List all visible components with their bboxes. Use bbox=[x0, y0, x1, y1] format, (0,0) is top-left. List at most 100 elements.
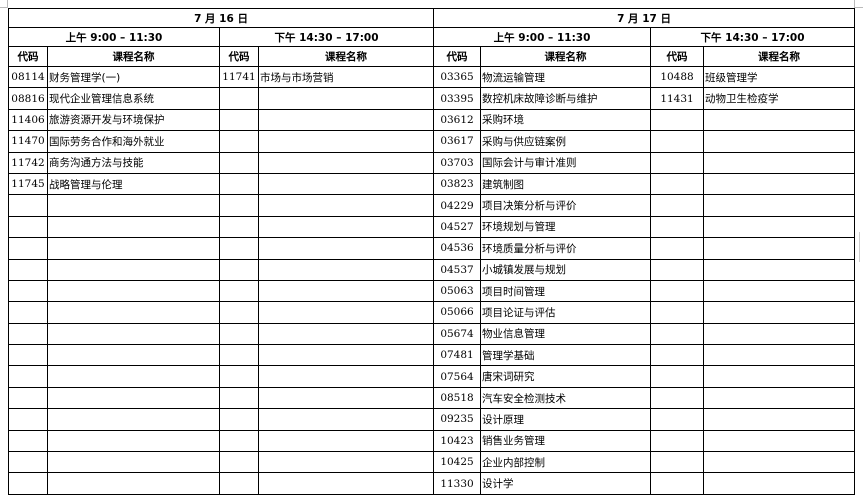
course-code bbox=[219, 365, 259, 388]
course-name bbox=[257, 344, 435, 367]
course-code: 03823 bbox=[433, 172, 482, 196]
course-name bbox=[47, 258, 220, 281]
page-corner-mark bbox=[854, 7, 863, 8]
course-name: 采购与供应链案例 bbox=[480, 130, 652, 153]
course-code: 11745 bbox=[8, 172, 48, 196]
column-header-code: 代码 bbox=[219, 46, 259, 67]
course-name: 班级管理学 bbox=[703, 65, 856, 89]
course-code bbox=[650, 108, 705, 132]
course-name bbox=[257, 151, 435, 174]
course-name bbox=[703, 386, 856, 410]
course-code bbox=[650, 194, 705, 217]
course-code: 03365 bbox=[433, 65, 482, 89]
table-row: 05063 项目时间管理 bbox=[8, 279, 856, 303]
date-header: 7 月 16 日 bbox=[7, 8, 435, 28]
course-name bbox=[47, 301, 220, 324]
table-row: 08114 财务管理学(一) 11741 市场与市场营销 03365 物流运输管理 1048… bbox=[8, 65, 856, 89]
page-corner-mark bbox=[7, 0, 8, 8]
course-name bbox=[257, 237, 435, 260]
course-code: 08816 bbox=[8, 87, 48, 110]
course-name bbox=[257, 258, 435, 281]
table-row: 11406 旅游资源开发与环境保护 03612 采购环境 bbox=[8, 108, 856, 132]
course-name bbox=[703, 215, 856, 239]
course-code: 09235 bbox=[433, 408, 482, 431]
course-code: 11742 bbox=[8, 151, 48, 174]
course-name: 采购环境 bbox=[480, 108, 652, 132]
course-name bbox=[47, 215, 220, 239]
course-code: 11741 bbox=[219, 65, 259, 89]
course-name bbox=[257, 215, 435, 239]
table-row: 08518 汽车安全检测技术 bbox=[8, 386, 856, 410]
course-code: 07481 bbox=[433, 344, 482, 367]
course-code bbox=[8, 301, 48, 324]
page-corner-mark bbox=[854, 0, 855, 8]
table-row: 08816 现代企业管理信息系统 03395 数控机床故障诊断与维护 11431 动物卫生… bbox=[8, 87, 856, 110]
course-code: 08518 bbox=[433, 386, 482, 410]
course-code bbox=[8, 322, 48, 346]
course-name: 小城镇发展与规划 bbox=[480, 258, 652, 281]
course-code: 11431 bbox=[650, 87, 705, 110]
course-code bbox=[650, 365, 705, 388]
course-name: 建筑制图 bbox=[480, 172, 652, 196]
course-name bbox=[703, 408, 856, 431]
course-name bbox=[257, 108, 435, 132]
course-name: 国际会计与审计准则 bbox=[480, 151, 652, 174]
date-header: 7 月 17 日 bbox=[433, 8, 856, 28]
course-code: 10488 bbox=[650, 65, 705, 89]
course-code bbox=[219, 151, 259, 174]
course-code bbox=[219, 237, 259, 260]
course-code bbox=[650, 130, 705, 153]
course-code bbox=[8, 365, 48, 388]
course-code bbox=[8, 344, 48, 367]
column-header-code: 代码 bbox=[8, 46, 48, 67]
course-code bbox=[8, 194, 48, 217]
course-name: 管理学基础 bbox=[480, 344, 652, 367]
table-row: 05066 项目论证与评估 bbox=[8, 301, 856, 324]
course-name: 战略管理与伦理 bbox=[47, 172, 220, 196]
course-code bbox=[650, 429, 705, 453]
course-name bbox=[257, 322, 435, 346]
column-header-name: 课程名称 bbox=[703, 46, 856, 67]
course-code: 03617 bbox=[433, 130, 482, 153]
course-name: 设计原理 bbox=[480, 408, 652, 431]
course-name: 现代企业管理信息系统 bbox=[47, 87, 220, 110]
course-name: 项目论证与评估 bbox=[480, 301, 652, 324]
course-name bbox=[257, 279, 435, 303]
column-header-name: 课程名称 bbox=[47, 46, 220, 67]
course-name bbox=[257, 451, 435, 474]
course-code bbox=[219, 429, 259, 453]
course-name: 物流运输管理 bbox=[480, 65, 652, 89]
course-code bbox=[8, 408, 48, 431]
column-header-code: 代码 bbox=[650, 46, 705, 67]
course-name bbox=[703, 258, 856, 281]
table-row: 07481 管理学基础 bbox=[8, 344, 856, 367]
table-row: 11742 商务沟通方法与技能 03703 国际会计与审计准则 bbox=[8, 151, 856, 174]
course-name bbox=[703, 344, 856, 367]
course-name bbox=[257, 194, 435, 217]
course-name bbox=[703, 279, 856, 303]
course-code bbox=[219, 451, 259, 474]
course-name: 旅游资源开发与环境保护 bbox=[47, 108, 220, 132]
course-code bbox=[8, 386, 48, 410]
course-name bbox=[47, 322, 220, 346]
session-header-am: 上午 9:00 – 11:30 bbox=[8, 27, 220, 47]
course-code bbox=[650, 258, 705, 281]
column-header-name: 课程名称 bbox=[480, 46, 652, 67]
course-name bbox=[257, 172, 435, 196]
course-name: 环境规划与管理 bbox=[480, 215, 652, 239]
course-code bbox=[219, 108, 259, 132]
course-name: 汽车安全检测技术 bbox=[480, 386, 652, 410]
course-name bbox=[703, 451, 856, 474]
course-code bbox=[219, 301, 259, 324]
table-row: 05674 物业信息管理 bbox=[8, 322, 856, 346]
course-name bbox=[257, 429, 435, 453]
course-name: 项目决策分析与评价 bbox=[480, 194, 652, 217]
course-name bbox=[47, 429, 220, 453]
course-name bbox=[703, 365, 856, 388]
course-name: 商务沟通方法与技能 bbox=[47, 151, 220, 174]
table-row: 10423 销售业务管理 bbox=[8, 429, 856, 453]
course-name: 项目时间管理 bbox=[480, 279, 652, 303]
course-code bbox=[650, 172, 705, 196]
course-code: 11330 bbox=[433, 472, 482, 495]
course-code bbox=[650, 386, 705, 410]
